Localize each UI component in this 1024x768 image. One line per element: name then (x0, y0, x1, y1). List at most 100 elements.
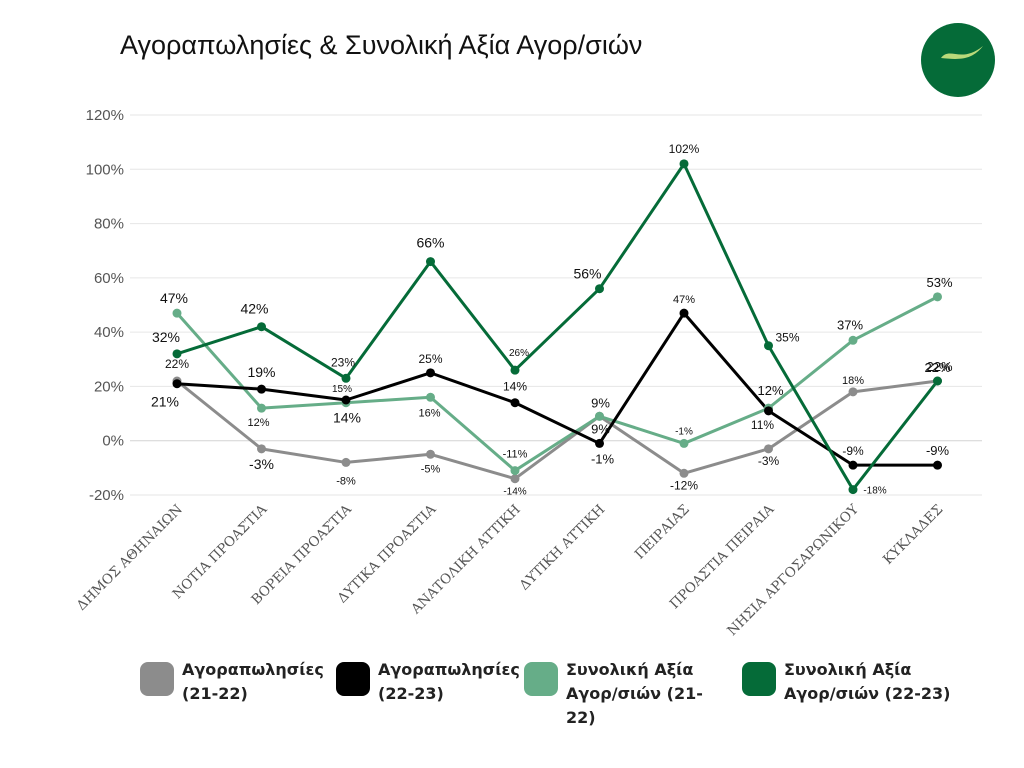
y-tick-label: 80% (94, 216, 124, 233)
data-label: -9% (842, 444, 864, 458)
data-point (510, 466, 520, 476)
data-point (341, 395, 351, 405)
brand-logo (921, 23, 995, 97)
data-label: 22% (165, 357, 189, 371)
series-line (175, 311, 939, 467)
data-point (764, 406, 773, 416)
series-line (175, 295, 939, 473)
data-label: -1% (591, 451, 615, 466)
legend-item-total-value-22-23: Συνολική Αξία Αγορ/σιών (22-23) (742, 658, 954, 706)
data-label: 102% (669, 142, 700, 156)
legend-label-line1: Συνολική Αξία (784, 660, 912, 679)
data-point (172, 379, 182, 389)
x-tick-label: ΔΗΜΟΣ ΑΘΗΝΑΙΩΝ (74, 501, 186, 613)
data-label: 42% (240, 301, 268, 317)
legend-label-line1: Συνολική Αξία (566, 660, 694, 679)
data-point (426, 392, 435, 402)
y-tick-label: -20% (89, 487, 124, 504)
data-label: -8% (336, 475, 356, 487)
legend-item-total-value-21-22: Συνολική Αξία Αγορ/σιών (21-22) (524, 658, 716, 730)
data-label: -1% (675, 426, 693, 437)
data-label: -14% (503, 487, 526, 498)
data-point (172, 308, 182, 318)
data-label: 9% (591, 395, 610, 410)
data-label: 22% (926, 359, 952, 374)
data-point (510, 474, 520, 484)
data-label: 56% (573, 266, 601, 282)
y-tick-label: 40% (94, 324, 124, 341)
data-point (257, 322, 266, 332)
x-tick-label: ΚΥΚΛΑΔΕΣ (880, 502, 946, 568)
y-tick-label: 100% (86, 161, 124, 178)
data-label: 66% (416, 235, 444, 251)
series-line (175, 379, 939, 481)
data-label: 9% (591, 421, 610, 436)
data-point (764, 444, 773, 454)
legend-swatch-light-green (524, 662, 558, 696)
data-point (679, 438, 689, 448)
chart-title: Αγοραπωλησίες & Συνολική Αξία Αγορ/σιών (120, 30, 643, 60)
y-tick-label: 20% (94, 378, 124, 395)
data-label: 37% (837, 317, 863, 332)
series-line (175, 162, 939, 492)
data-label: 11% (751, 418, 774, 432)
data-point (257, 403, 266, 413)
legend-label-line2: (22-23) (378, 684, 444, 703)
data-point (933, 292, 942, 302)
data-label: 35% (775, 331, 799, 345)
legend-label-line2: Αγορ/σιών (21-22) (566, 684, 703, 727)
data-label: -11% (503, 449, 528, 461)
data-label: 47% (160, 290, 188, 306)
legend-item-transactions-22-23: Αγοραπωλησίες (22-23) (336, 658, 528, 706)
data-point (848, 485, 858, 495)
legend-label-line1: Αγοραπωλησίες (182, 660, 324, 679)
data-point (426, 449, 435, 459)
data-label: 14% (503, 380, 527, 394)
data-label: 32% (152, 329, 180, 345)
data-label: 14% (333, 410, 361, 426)
legend-item-transactions-21-22: Αγοραπωλησίες (21-22) (140, 658, 332, 706)
legend-swatch-dark-green (742, 662, 776, 696)
data-label: 25% (418, 352, 442, 366)
legend-label-line2: (21-22) (182, 684, 248, 703)
data-point (848, 460, 858, 470)
y-tick-label: 120% (86, 107, 124, 124)
data-label: -5% (421, 463, 441, 475)
data-point (510, 365, 520, 375)
data-label: -18% (863, 486, 886, 497)
data-point (341, 457, 351, 467)
legend-swatch-black (336, 662, 370, 696)
data-point (679, 468, 689, 478)
data-label: 53% (926, 275, 952, 290)
data-point (933, 376, 942, 386)
data-point (595, 438, 604, 448)
data-point (679, 308, 689, 318)
data-label: 16% (418, 407, 440, 419)
data-point (257, 384, 266, 394)
legend-swatch-grey (140, 662, 174, 696)
data-label: 12% (247, 417, 269, 429)
data-point (510, 398, 520, 408)
data-label: 15% (332, 384, 352, 395)
line-chart: 22% -3% -8% -5% -14% 9% -12% -3% 18% 22% 21% 19% 15%… (74, 23, 995, 639)
x-tick-label: ΝΟΤΙΑ ΠΡΟΑΣΤΙΑ (170, 501, 271, 602)
y-tick-label: 0% (102, 433, 124, 450)
data-point (172, 349, 182, 359)
data-label: 19% (247, 364, 275, 380)
data-point (426, 257, 435, 267)
data-point (595, 411, 604, 421)
data-label: -3% (758, 454, 780, 468)
data-point (595, 284, 604, 294)
x-tick-label: ΠΕΙΡΑΙΑΣ (632, 502, 693, 563)
data-label: -3% (249, 456, 274, 472)
legend-label-line2: Αγορ/σιών (22-23) (784, 684, 951, 703)
data-label: 26% (509, 348, 529, 359)
data-label: 18% (842, 375, 864, 387)
data-label: -9% (926, 443, 950, 458)
data-point (764, 341, 773, 351)
x-tick-label: ΔΥΤΙΚΗ ΑΤΤΙΚΗ (516, 501, 608, 593)
data-point (679, 159, 689, 169)
data-point (257, 444, 266, 454)
y-tick-label: 60% (94, 270, 124, 287)
data-label: 47% (673, 294, 695, 306)
